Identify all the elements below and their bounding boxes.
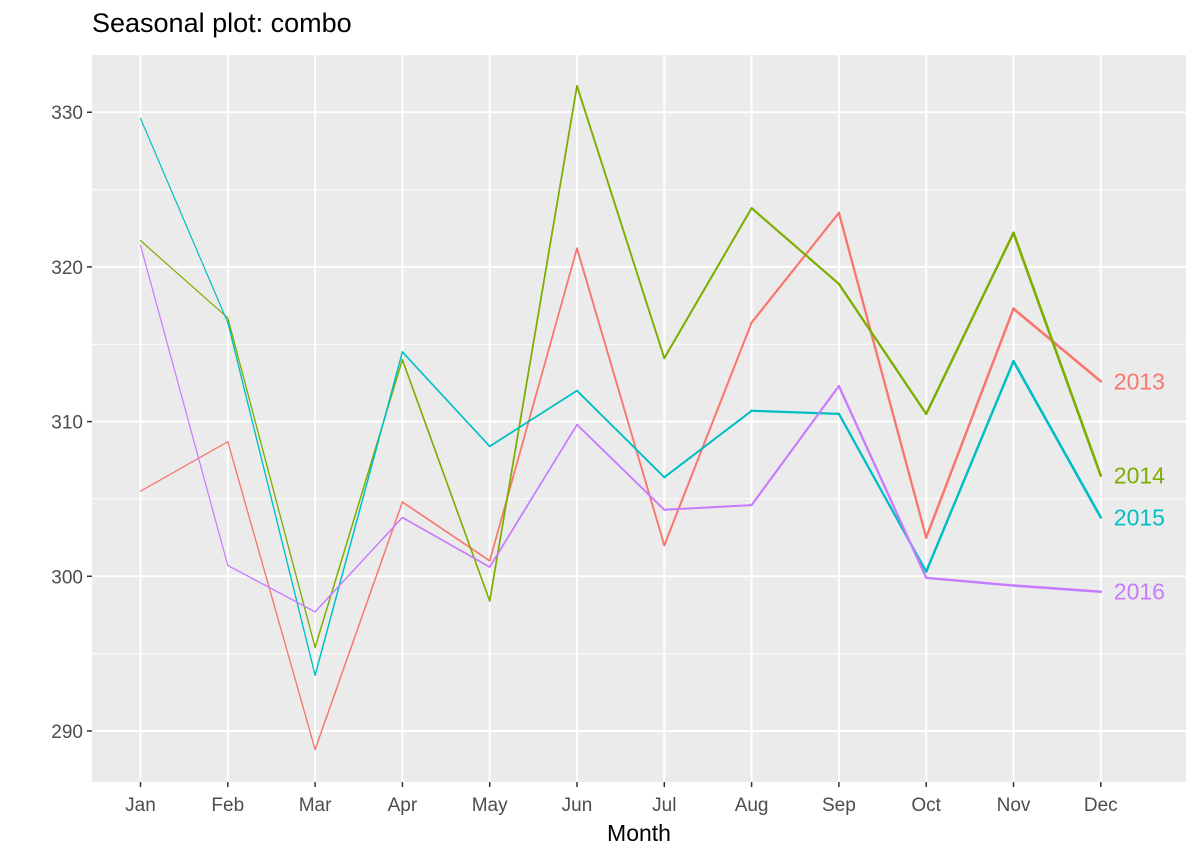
x-axis-title: Month xyxy=(607,820,671,846)
series-segment-2014 xyxy=(750,207,840,286)
series-segment-2013 xyxy=(314,501,404,751)
series-segment-2014 xyxy=(837,282,928,416)
series-segment-2014 xyxy=(139,240,229,319)
series-end-label: 2013 xyxy=(1114,368,1165,394)
series-segment-2013 xyxy=(488,247,578,562)
x-tick-label: Sep xyxy=(822,795,856,816)
series-segment-2015 xyxy=(401,351,491,448)
series-segment-2013 xyxy=(837,211,928,539)
x-tick-label: Feb xyxy=(211,795,244,816)
plot-panel xyxy=(92,55,1186,782)
series-segment-2014 xyxy=(924,231,1015,416)
series-segment-2016 xyxy=(750,384,840,507)
y-tick-label: 300 xyxy=(51,567,83,588)
y-tick-label: 290 xyxy=(51,722,83,743)
series-segment-2015 xyxy=(488,389,578,448)
x-tick-label: Mar xyxy=(299,795,332,816)
series-segment-2015 xyxy=(924,360,1015,573)
series-segment-2014 xyxy=(488,85,578,602)
series-segment-2014 xyxy=(663,207,753,360)
x-tick-label: Jul xyxy=(652,795,676,816)
series-segment-2016 xyxy=(924,576,1015,587)
series-segment-2016 xyxy=(488,423,578,568)
x-tick-label: May xyxy=(472,795,508,816)
series-end-label: 2015 xyxy=(1114,504,1165,530)
series-segment-2016 xyxy=(314,516,404,613)
series-segment-2016 xyxy=(1012,584,1103,594)
series-segment-2016 xyxy=(227,564,316,613)
series-segment-2014 xyxy=(1012,231,1103,478)
x-tick-label: Dec xyxy=(1084,795,1118,816)
series-segment-2013 xyxy=(401,501,491,562)
series-segment-2013 xyxy=(227,441,316,751)
x-tick-label: Oct xyxy=(911,795,941,816)
series-segment-2014 xyxy=(227,317,316,649)
series-segment-2013 xyxy=(1012,307,1103,383)
series-segment-2013 xyxy=(139,441,229,492)
y-tick-label: 310 xyxy=(51,413,83,434)
series-segment-2016 xyxy=(837,384,928,579)
series-segment-2015 xyxy=(750,409,840,415)
series-segment-2015 xyxy=(227,321,316,676)
y-tick-label: 330 xyxy=(51,103,83,124)
series-segment-2016 xyxy=(663,504,753,511)
series-segment-2013 xyxy=(924,307,1015,539)
series-segment-2016 xyxy=(139,244,229,567)
series-segment-2015 xyxy=(314,351,404,677)
series-segment-2016 xyxy=(576,423,666,511)
series-segment-2015 xyxy=(663,409,753,479)
chart-title: Seasonal plot: combo xyxy=(92,8,352,38)
series-segment-2014 xyxy=(576,84,666,360)
series-end-label: 2014 xyxy=(1114,463,1165,489)
x-tick-label: Aug xyxy=(735,795,769,816)
series-segment-2015 xyxy=(139,117,229,324)
series-segment-2015 xyxy=(1012,359,1103,519)
x-tick-label: Jun xyxy=(562,795,593,816)
x-tick-label: Nov xyxy=(997,795,1031,816)
series-segment-2015 xyxy=(576,389,666,479)
y-tick-label: 320 xyxy=(51,258,83,279)
series-segment-2014 xyxy=(401,358,491,602)
x-tick-label: Jan xyxy=(125,795,156,816)
series-segment-2016 xyxy=(401,516,491,568)
x-tick-label: Apr xyxy=(388,795,418,816)
series-segment-2013 xyxy=(750,211,840,324)
series-end-label: 2016 xyxy=(1114,579,1165,605)
